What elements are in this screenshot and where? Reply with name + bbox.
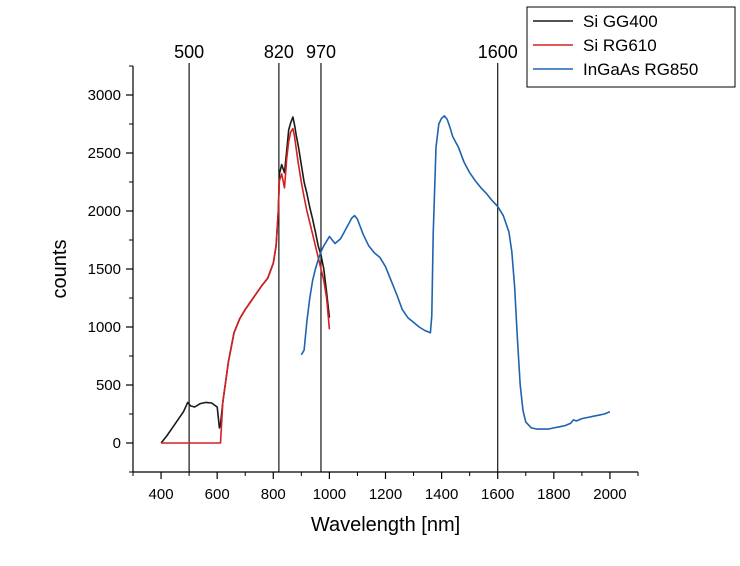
y-tick-label: 2500 [88, 145, 121, 162]
legend-label: Si GG400 [583, 12, 658, 31]
x-tick-label: 600 [205, 486, 230, 503]
y-tick-label: 500 [96, 377, 121, 394]
y-tick-label: 0 [113, 435, 121, 452]
y-tick-label: 1500 [88, 261, 121, 278]
marker-label: 970 [306, 42, 336, 62]
marker-label: 1600 [478, 42, 518, 62]
x-tick-label: 1000 [313, 486, 346, 503]
series-line-1 [161, 127, 331, 444]
x-tick-label: 400 [149, 486, 174, 503]
legend: Si GG400 Si RG610 InGaAs RG850 [526, 6, 736, 88]
y-tick-label: 1000 [88, 319, 121, 336]
legend-label: InGaAs RG850 [583, 60, 698, 79]
series-line-2 [300, 115, 611, 430]
x-axis-title: Wavelength [nm] [311, 514, 460, 536]
x-tick-label: 1200 [369, 486, 402, 503]
x-tick-label: 2000 [593, 486, 626, 503]
vertical-markers: 500 820 970 1600 [174, 42, 518, 472]
y-axis-title: counts [49, 240, 71, 299]
legend-label: Si RG610 [583, 36, 657, 55]
x-tick-label: 1800 [537, 486, 570, 503]
series-line-0 [160, 116, 331, 444]
x-tick-label: 1400 [425, 486, 458, 503]
x-tick-label: 1600 [481, 486, 514, 503]
y-tick-label: 2000 [88, 203, 121, 220]
axes: 400 600 800 1000 1200 1400 1600 1800 2000 0 500 100… [49, 65, 639, 536]
x-tick-label: 800 [261, 486, 286, 503]
y-tick-label: 3000 [88, 87, 121, 104]
series-layer [160, 115, 611, 444]
marker-label: 820 [264, 42, 294, 62]
marker-label: 500 [174, 42, 204, 62]
